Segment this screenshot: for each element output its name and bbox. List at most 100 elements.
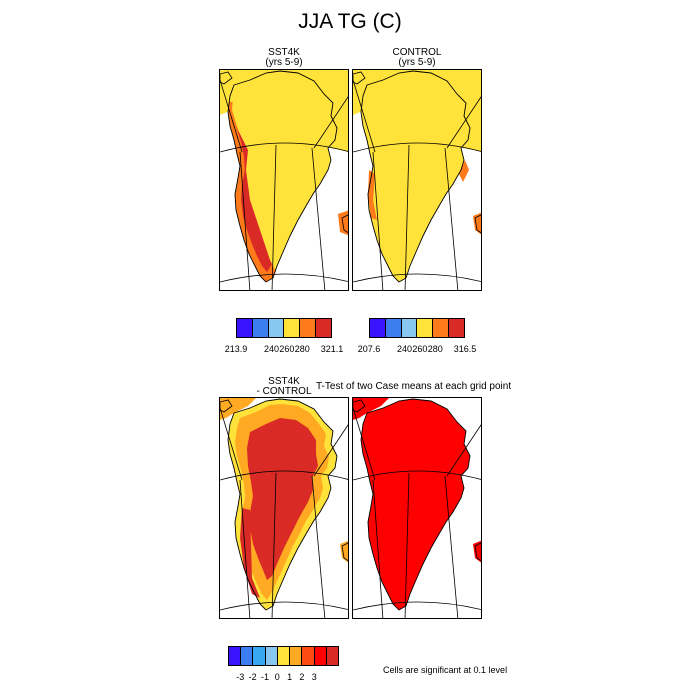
longitude-line: [372, 151, 384, 290]
colorbar-label: 0: [274, 672, 280, 682]
colorbar-diff: [228, 646, 339, 666]
colorbar-label: 280: [427, 344, 443, 354]
coastline-iceland: [341, 542, 348, 562]
colorbar-swatch: [265, 647, 278, 665]
coastline-iceland: [341, 214, 348, 234]
longitude-line: [444, 475, 459, 618]
significance-footnote: Cells are significant at 0.1 level: [383, 665, 508, 675]
longitude-line: [239, 151, 251, 290]
panel-title-diff: SST4K - CONTROL: [219, 377, 349, 397]
colorbar-label: 260: [279, 344, 295, 354]
panel-title-sst4k-line1: SST4K: [268, 47, 300, 58]
panel-title-diff-line1: SST4K: [268, 376, 300, 387]
field-canada: [220, 398, 256, 420]
map-panel-control: [352, 69, 482, 291]
latitude-line: [220, 273, 348, 283]
colorbar-swatch: [316, 319, 331, 337]
colorbar-diff-labels: -3 -2 -1 0 1 2 3: [228, 672, 339, 684]
longitude-line: [446, 424, 481, 477]
longitude-line: [311, 475, 326, 618]
colorbar-swatch: [284, 319, 301, 337]
colorbar-control-labels: 207.6 240 260 280 316.5: [358, 344, 477, 356]
map-canvas: [353, 70, 481, 290]
colorbar-sst4k: [236, 318, 332, 338]
colorbar-swatch: [417, 319, 434, 337]
colorbar-swatch: [241, 647, 254, 665]
greenland-coastline: [227, 398, 338, 611]
panel-title-sst4k: SST4K (yrs 5-9): [219, 48, 349, 68]
colorbar-label: 207.6: [357, 344, 381, 354]
latitude-line: [353, 273, 481, 283]
colorbar-swatch: [370, 319, 386, 337]
longitude-line: [353, 79, 376, 153]
colorbar-label: 321.1: [320, 344, 344, 354]
colorbar-label: 3: [311, 672, 317, 682]
panel-title-control: CONTROL (yrs 5-9): [352, 48, 482, 68]
latitude-line: [220, 142, 348, 153]
longitude-line: [372, 479, 384, 618]
field-canada: [353, 398, 389, 420]
panel-title-ttest: T-Test of two Case means at each grid po…: [316, 381, 512, 392]
field-edge-warm: [240, 508, 260, 598]
longitude-line: [311, 147, 326, 290]
field-significant: [361, 399, 470, 610]
latitude-line: [220, 601, 348, 611]
colorbar-label: -2: [248, 672, 257, 682]
longitude-line: [313, 424, 348, 477]
colorbar-swatch: [277, 647, 291, 665]
map-panel-diff: [219, 397, 349, 619]
colorbar-swatch: [433, 319, 450, 337]
longitude-line: [220, 407, 243, 481]
colorbar-label: 213.9: [224, 344, 248, 354]
map-panel-ttest: [352, 397, 482, 619]
colorbar-swatch: [229, 647, 242, 665]
colorbar-swatch: [252, 319, 269, 337]
figure-title: JJA TG (C): [298, 10, 402, 33]
map-panel-sst4k: [219, 69, 349, 291]
coastline-canada: [353, 399, 366, 413]
colorbar-label: -3: [236, 672, 245, 682]
coastline-iceland: [474, 542, 481, 562]
colorbar-swatch: [314, 647, 327, 665]
longitude-line: [404, 472, 410, 618]
coastline-canada: [353, 71, 366, 85]
colorbar-swatch: [237, 319, 253, 337]
colorbar-swatch: [385, 319, 402, 337]
longitude-line: [404, 144, 410, 290]
longitude-line: [313, 96, 348, 149]
latitude-line: [220, 470, 348, 481]
coastline-canada: [220, 399, 233, 413]
map-canvas: [220, 70, 348, 290]
colorbar-label: 240: [264, 344, 280, 354]
longitude-line: [271, 144, 277, 290]
field-interior: [232, 71, 337, 270]
longitude-line: [444, 147, 459, 290]
coastline-iceland: [474, 214, 481, 234]
colorbar-label: 316.5: [453, 344, 477, 354]
greenland-coastline: [360, 70, 471, 283]
field-interior: [247, 418, 318, 580]
colorbar-swatch: [253, 647, 266, 665]
latitude-line: [353, 601, 481, 611]
latitude-line: [353, 470, 481, 481]
panel-title-control-line2: (yrs 5-9): [398, 57, 436, 68]
colorbar-swatch: [449, 319, 464, 337]
map-canvas: [353, 398, 481, 618]
colorbar-label: -1: [260, 672, 269, 682]
colorbar-swatch: [268, 319, 285, 337]
greenland-coastline: [360, 398, 471, 611]
field-canada: [222, 72, 234, 102]
colorbar-swatch: [302, 647, 315, 665]
coastline-canada: [220, 71, 233, 85]
panel-title-diff-line2: - CONTROL: [256, 386, 312, 397]
colorbar-swatch: [290, 647, 303, 665]
map-canvas: [220, 398, 348, 618]
colorbar-label: 1: [287, 672, 293, 682]
greenland-coastline: [227, 70, 338, 283]
longitude-line: [353, 407, 376, 481]
panel-title-control-line1: CONTROL: [392, 47, 442, 58]
colorbar-label: 240: [397, 344, 413, 354]
colorbar-label: 260: [412, 344, 428, 354]
colorbar-control: [369, 318, 465, 338]
colorbar-label: 2: [299, 672, 305, 682]
